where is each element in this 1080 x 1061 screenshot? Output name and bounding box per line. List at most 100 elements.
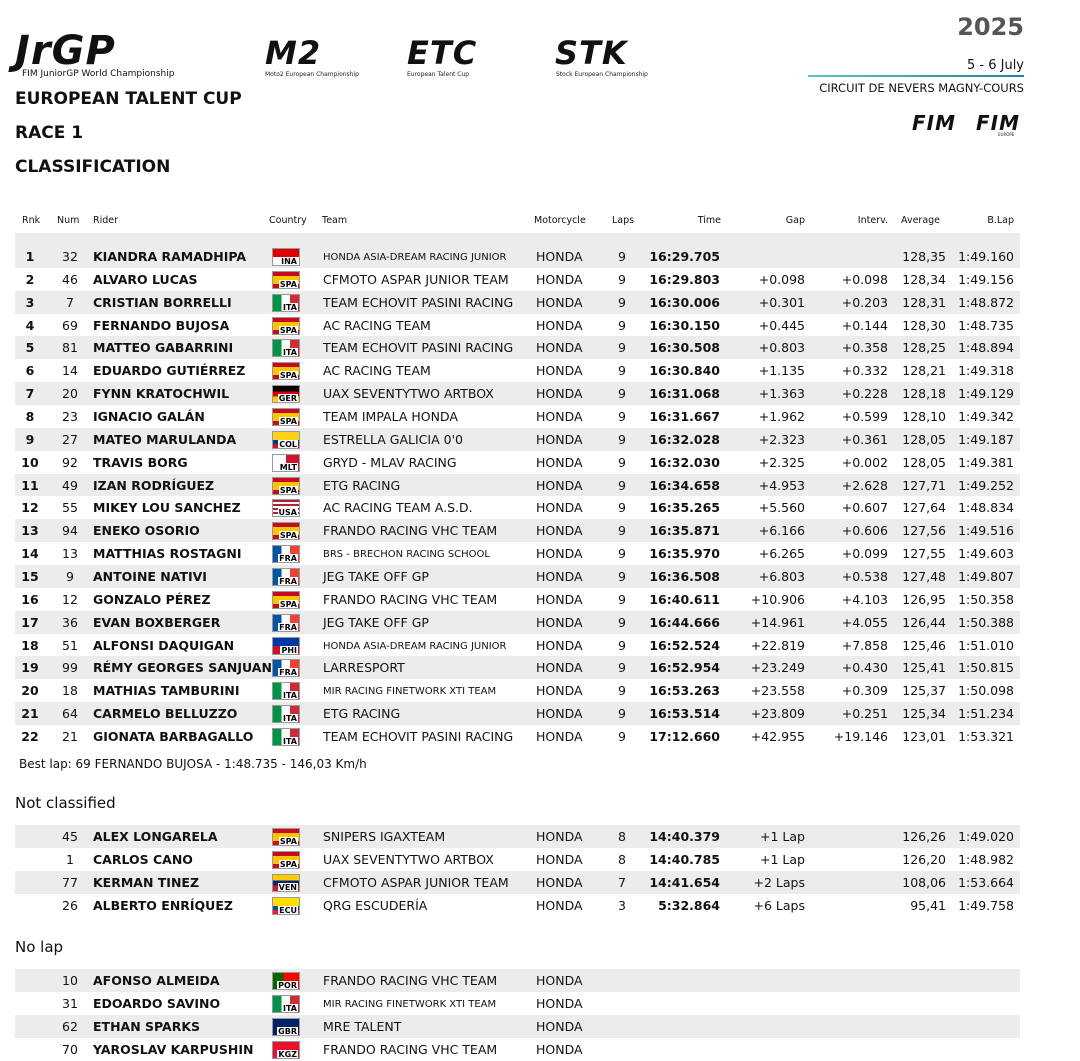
country-code: INA xyxy=(280,257,298,266)
best-lap-cell: 1:51.234 xyxy=(958,706,1014,722)
interval-cell: +0.002 xyxy=(841,454,888,470)
country-flag: SPA xyxy=(272,850,300,869)
time-cell: 14:40.379 xyxy=(649,829,720,844)
rank-cell: 3 xyxy=(25,294,35,310)
time-cell: 14:40.785 xyxy=(649,851,720,867)
time-cell: 16:53.514 xyxy=(649,706,720,722)
rank-cell: 19 xyxy=(21,660,39,676)
team-cell: FRANDO RACING VHC TEAM xyxy=(323,973,498,988)
average-cell: 127,71 xyxy=(902,477,946,493)
laps-cell: 9 xyxy=(618,500,626,516)
best-lap-cell: 1:48.872 xyxy=(958,294,1014,310)
time-cell: 16:32.028 xyxy=(649,431,720,447)
laps-cell: 9 xyxy=(618,637,626,653)
num-cell: 46 xyxy=(62,271,78,287)
rider-cell: KERMAN TINEZ xyxy=(93,874,200,890)
rank-cell: 15 xyxy=(21,569,39,585)
gap-cell: +5.560 xyxy=(758,500,805,516)
country-code: FRA xyxy=(278,668,298,678)
country-code: FRA xyxy=(278,554,298,564)
time-cell: 16:30.150 xyxy=(649,317,720,333)
etc-logo: ETC xyxy=(407,34,478,72)
rider-cell: MATTEO GABARRINI xyxy=(93,340,234,356)
num-cell: 1 xyxy=(66,851,74,867)
interval-cell: +0.358 xyxy=(841,340,888,356)
num-cell: 92 xyxy=(62,454,78,470)
time-cell: 16:31.667 xyxy=(649,409,720,425)
motorcycle-cell: HONDA xyxy=(536,897,583,913)
team-cell: ETG RACING xyxy=(323,477,401,493)
num-cell: 9 xyxy=(66,569,74,585)
gap-cell: +0.445 xyxy=(758,317,805,333)
row-band xyxy=(15,336,1020,360)
average-cell: 125,37 xyxy=(902,683,946,699)
average-cell: 95,41 xyxy=(910,897,946,913)
motorcycle-cell: HONDA xyxy=(536,294,583,310)
time-cell: 17:12.660 xyxy=(649,729,720,745)
laps-cell: 8 xyxy=(618,851,626,867)
laps-cell: 9 xyxy=(618,409,626,425)
gap-cell: +0.803 xyxy=(758,340,805,356)
team-cell: FRANDO RACING VHC TEAM xyxy=(323,591,498,607)
num-cell: 21 xyxy=(62,729,78,745)
num-cell: 14 xyxy=(62,363,78,379)
country-code: GER xyxy=(277,394,298,404)
rider-cell: ETHAN SPARKS xyxy=(93,1018,201,1034)
average-cell: 126,26 xyxy=(902,829,946,844)
country-code: PHI xyxy=(280,645,298,655)
motorcycle-cell: HONDA xyxy=(536,591,583,607)
num-cell: 13 xyxy=(62,546,78,562)
rider-cell: CARLOS CANO xyxy=(93,851,193,867)
country-code: FRA xyxy=(278,577,298,587)
interval-cell: +0.332 xyxy=(841,363,888,379)
column-header: Time xyxy=(697,215,721,226)
event-title: EUROPEAN TALENT CUP xyxy=(15,89,242,109)
interval-cell: +0.606 xyxy=(841,523,888,539)
rider-cell: EDUARDO GUTIÉRREZ xyxy=(93,363,246,379)
best-lap-cell: 1:50.815 xyxy=(958,660,1014,676)
num-cell: 62 xyxy=(62,1018,78,1034)
team-cell: LARRESPORT xyxy=(323,660,405,676)
country-flag: GER xyxy=(272,385,300,404)
rider-cell: MATHIAS TAMBURINI xyxy=(93,683,240,699)
laps-cell: 9 xyxy=(618,729,626,745)
country-flag: SPA xyxy=(272,828,300,846)
laps-cell: 9 xyxy=(618,363,626,379)
country-code: SPA xyxy=(278,859,298,869)
rider-cell: IGNACIO GALÁN xyxy=(93,409,205,425)
year: 2025 xyxy=(957,13,1024,41)
motorcycle-cell: HONDA xyxy=(536,363,583,379)
motorcycle-cell: HONDA xyxy=(536,500,583,516)
country-flag: ITA xyxy=(272,705,300,724)
interval-cell: +0.098 xyxy=(841,271,888,287)
team-cell: ETG RACING xyxy=(323,706,401,722)
country-code: KGZ xyxy=(277,1049,298,1059)
best-lap-cell: 1:53.321 xyxy=(958,729,1014,745)
interval-cell: +4.103 xyxy=(841,591,888,607)
best-lap-cell: 1:49.603 xyxy=(958,546,1014,562)
country-code: USA xyxy=(277,508,298,518)
team-cell: AC RACING TEAM A.S.D. xyxy=(323,500,473,516)
row-band xyxy=(15,702,1020,726)
country-flag: MLT xyxy=(272,453,300,472)
num-cell: 32 xyxy=(62,249,78,264)
interval-cell: +0.309 xyxy=(841,683,888,699)
jrgp-logo: JrGP xyxy=(15,28,116,74)
rank-cell: 21 xyxy=(21,706,39,722)
best-lap-cell: 1:49.252 xyxy=(958,477,1014,493)
rider-cell: MIKEY LOU SANCHEZ xyxy=(93,500,241,516)
motorcycle-cell: HONDA xyxy=(536,454,583,470)
team-cell: AC RACING TEAM xyxy=(323,317,431,333)
num-cell: 45 xyxy=(62,829,78,844)
gap-cell: +2.323 xyxy=(758,431,805,447)
average-cell: 127,64 xyxy=(902,500,946,516)
rank-cell: 18 xyxy=(21,637,39,653)
row-band xyxy=(15,656,1020,680)
motorcycle-cell: HONDA xyxy=(536,851,583,867)
gap-cell: +10.906 xyxy=(750,591,805,607)
column-header: Motorcycle xyxy=(534,215,586,226)
average-cell: 127,55 xyxy=(902,546,946,562)
country-code: ITA xyxy=(281,1003,298,1013)
interval-cell: +19.146 xyxy=(833,729,888,745)
team-cell: JEG TAKE OFF GP xyxy=(323,614,429,630)
